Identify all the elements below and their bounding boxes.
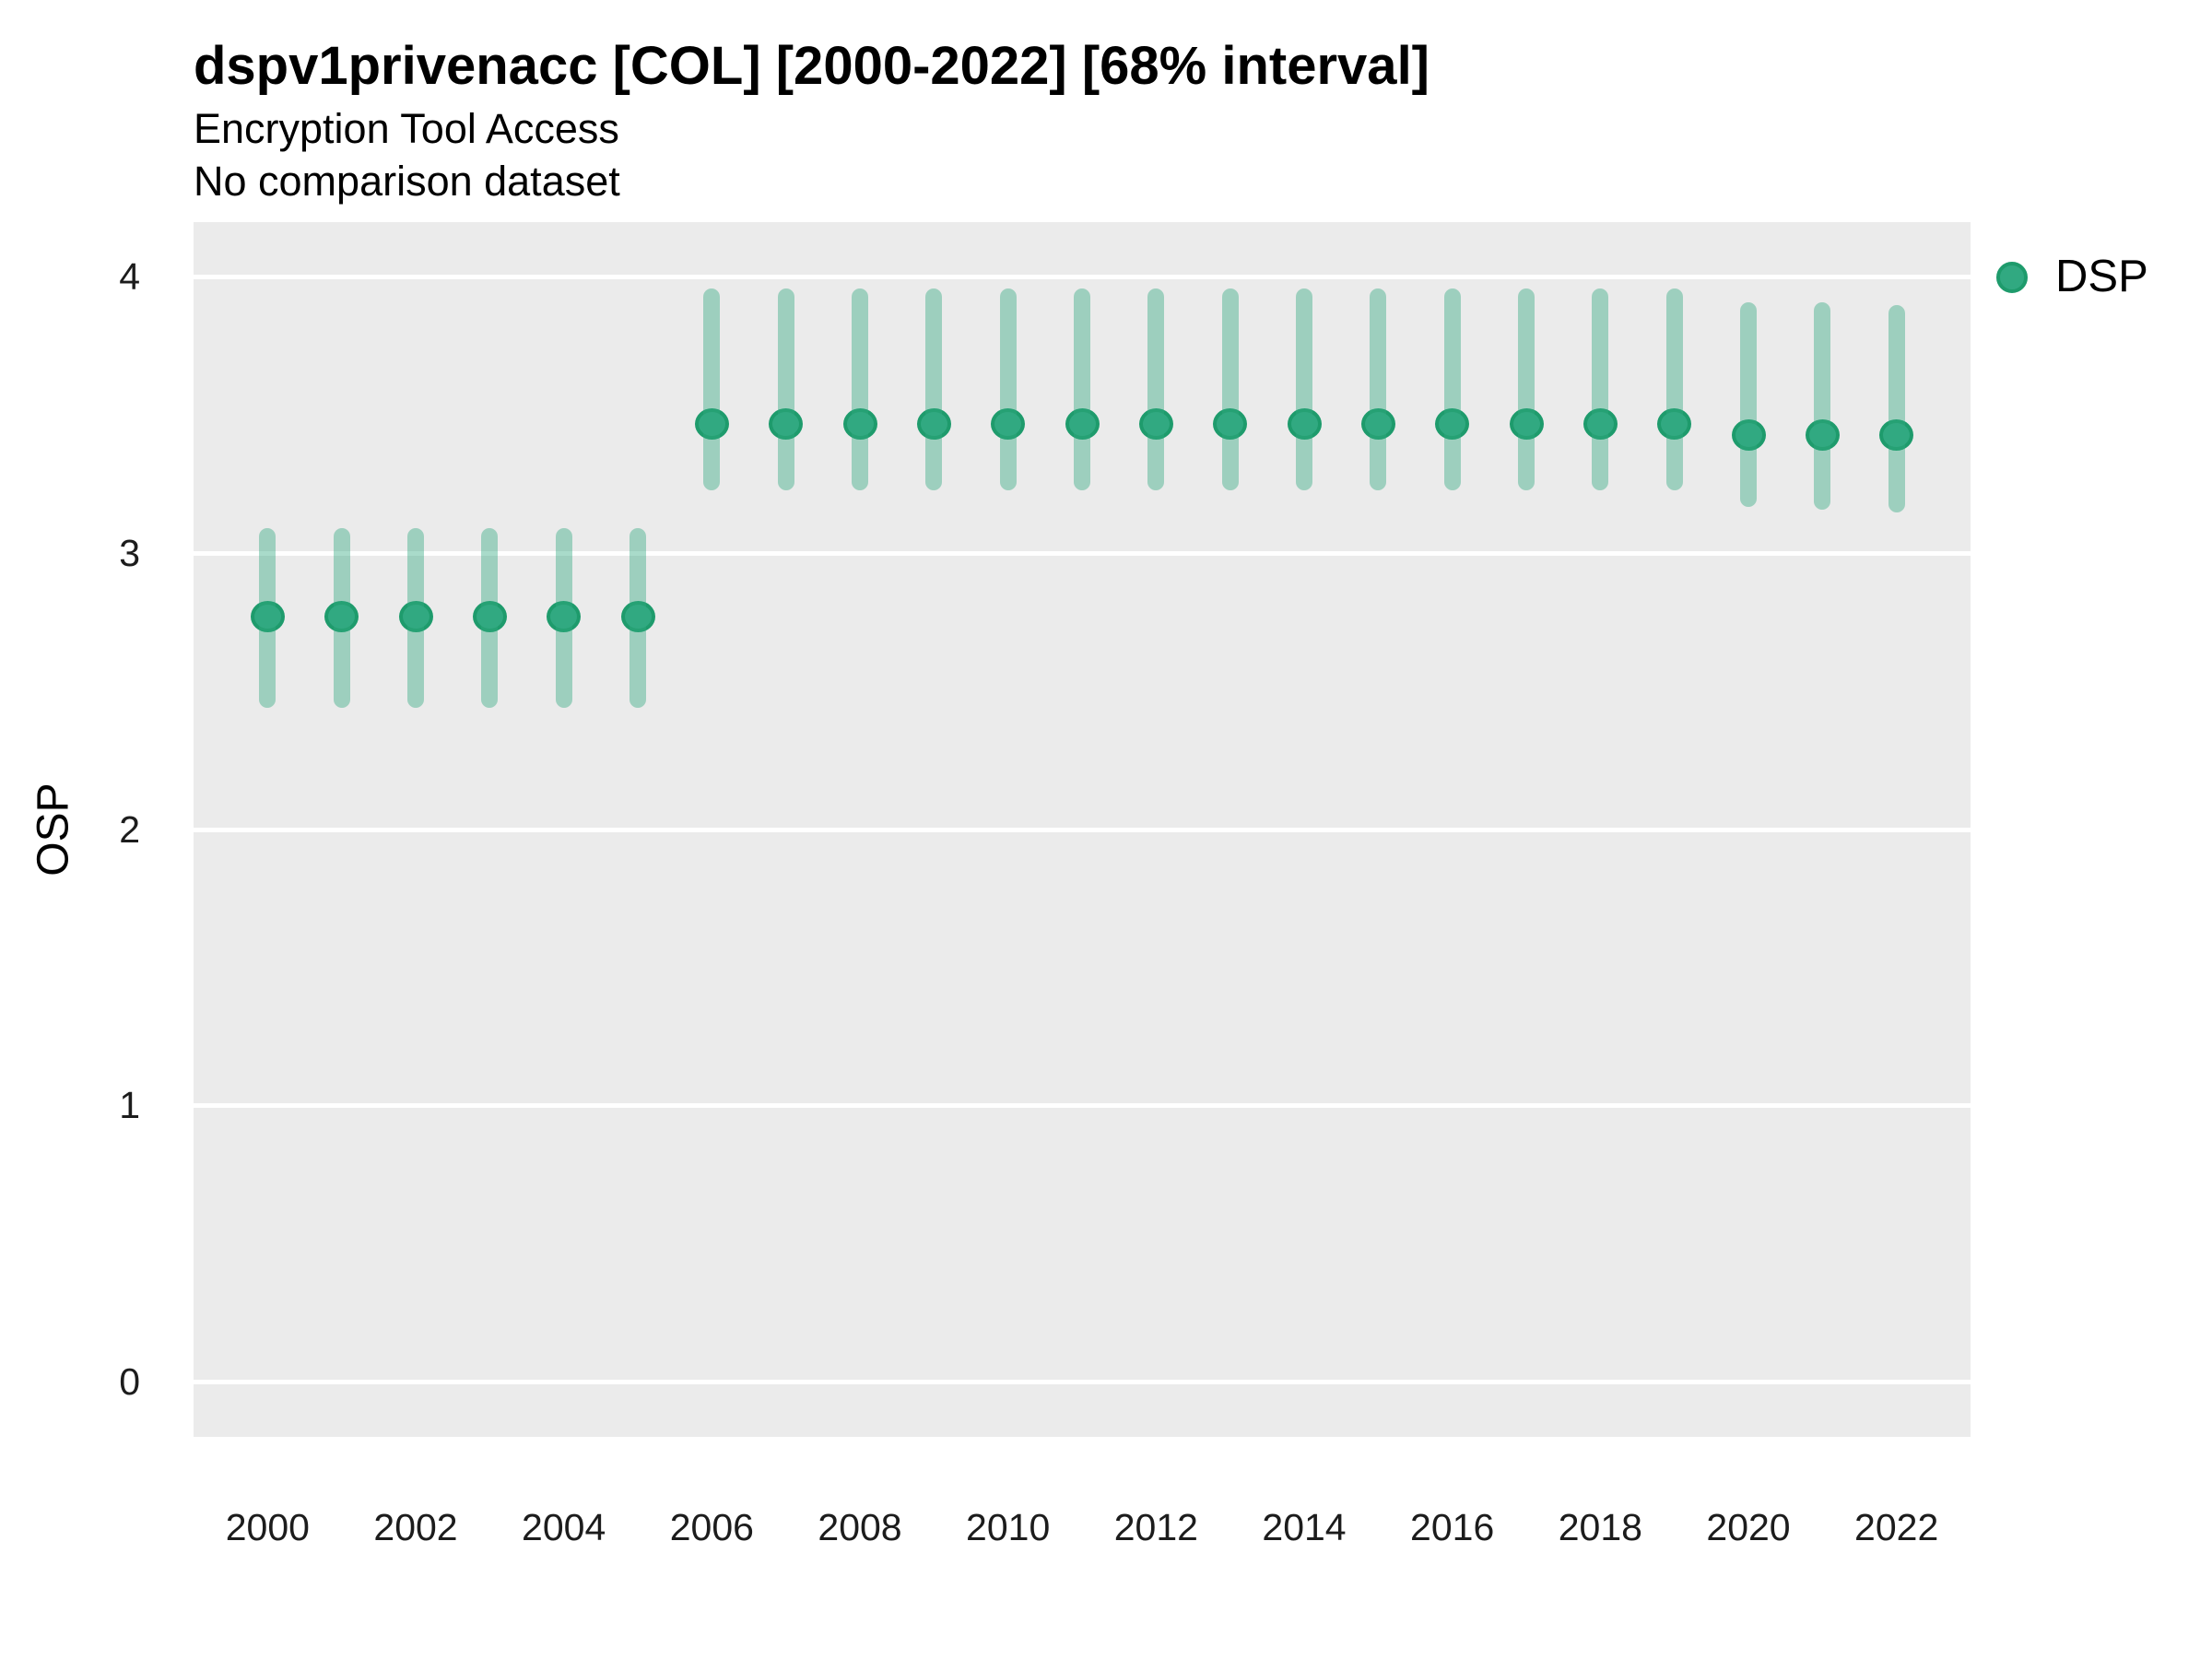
data-point-2003 [472,601,507,633]
gridline-y-3 [194,550,1971,556]
data-point-2005 [620,601,655,633]
x-tick-label-2004: 2004 [522,1506,606,1548]
interval-bar-2022 [1888,304,1905,512]
interval-bar-2004 [555,528,572,709]
gridline-y-1 [194,1103,1971,1109]
interval-bar-2007 [777,288,794,490]
data-point-2001 [324,601,359,633]
interval-bar-2014 [1296,288,1312,490]
gridline-y-4 [194,275,1971,280]
interval-bar-2011 [1074,288,1090,490]
data-point-2016 [1435,407,1470,440]
interval-bar-2013 [1221,288,1239,490]
data-point-2002 [398,601,433,633]
data-point-2012 [1138,407,1173,440]
data-point-2017 [1509,407,1544,440]
interval-bar-2006 [703,288,721,490]
data-point-2021 [1805,418,1840,451]
data-point-2019 [1657,407,1692,440]
data-point-2007 [769,407,804,440]
plot-panel [194,222,1971,1437]
y-tick-label-3: 3 [119,531,140,574]
x-tick-label-2014: 2014 [1262,1506,1347,1548]
interval-bar-2016 [1443,288,1461,490]
x-tick-label-2008: 2008 [818,1506,902,1548]
interval-bar-2009 [925,288,943,490]
gridline-y-2 [194,827,1971,832]
x-tick-label-2012: 2012 [1113,1506,1198,1548]
data-point-2013 [1213,407,1248,440]
chart-note: No comparison dataset [194,158,620,205]
interval-bar-2015 [1370,288,1387,490]
data-point-2018 [1583,407,1618,440]
x-tick-label-2020: 2020 [1706,1506,1791,1548]
interval-bar-2018 [1592,288,1609,490]
interval-bar-2002 [407,528,424,709]
y-tick-label-1: 1 [119,1084,140,1127]
x-tick-label-2000: 2000 [225,1506,310,1548]
data-point-2014 [1287,407,1322,440]
legend: DSP [1989,247,2212,306]
y-axis-title: OSP [29,782,78,877]
x-tick-label-2002: 2002 [373,1506,458,1548]
chart-title: dspv1privenacc [COL] [2000-2022] [68% in… [194,36,1430,96]
interval-bar-2005 [629,528,646,709]
data-point-2010 [991,407,1026,440]
gridline-y-0 [194,1379,1971,1384]
legend-key-point [1996,262,2028,293]
interval-bar-2017 [1518,288,1535,490]
y-tick-label-0: 0 [119,1359,140,1403]
data-point-2000 [250,601,285,633]
interval-bar-2021 [1814,301,1831,510]
interval-bar-2010 [999,288,1017,490]
data-point-2008 [842,407,877,440]
x-tick-label-2018: 2018 [1558,1506,1642,1548]
y-tick-label-2: 2 [119,807,140,851]
y-tick-label-4: 4 [119,255,140,299]
interval-bar-2001 [333,528,350,709]
x-tick-label-2006: 2006 [669,1506,754,1548]
x-tick-label-2016: 2016 [1410,1506,1495,1548]
interval-bar-2019 [1665,288,1683,490]
interval-bar-2000 [259,528,276,709]
interval-bar-2003 [481,528,499,709]
data-point-2020 [1731,418,1766,451]
x-tick-label-2010: 2010 [966,1506,1051,1548]
data-point-2011 [1065,407,1100,440]
interval-bar-2008 [852,288,868,490]
data-point-2015 [1360,407,1395,440]
data-point-2022 [1879,418,1914,451]
data-point-2009 [916,407,951,440]
legend-label: DSP [2055,252,2148,301]
data-point-2004 [547,601,582,633]
interval-bar-2012 [1147,288,1165,490]
chart-subtitle: Encryption Tool Access [194,105,619,152]
data-point-2006 [694,407,729,440]
interval-bar-2020 [1740,301,1757,507]
x-tick-label-2022: 2022 [1854,1506,1939,1548]
